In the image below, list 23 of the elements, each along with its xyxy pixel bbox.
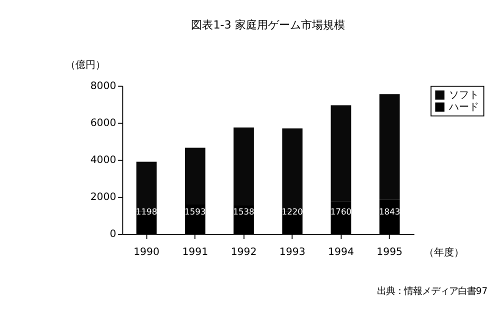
y-tick-label: 2000 [90,192,116,204]
chart-title: 図表1-3 家庭用ゲーム市場規模 [191,18,345,32]
source-note: 出典：情報メディア白書97 [376,286,488,298]
data-label: 1760 [330,206,352,217]
legend-label: ハード [448,102,480,113]
legend-label: ソフト [449,90,480,101]
x-tick-label: 1991 [182,246,208,258]
y-tick-label: 8000 [90,81,116,92]
y-axis-title: （億円） [66,58,106,71]
data-label: 1220 [282,206,303,217]
x-tick-label: 1990 [134,246,160,258]
y-tick-label: 4000 [90,155,116,166]
data-label: 1198 [136,206,158,217]
x-axis-title: （年度） [424,246,464,259]
y-tick-label: 6000 [90,118,116,130]
x-tick-label: 1992 [230,246,257,258]
x-tick-label: 1995 [376,246,403,258]
x-tick-label: 1993 [279,246,306,258]
data-label: 1843 [378,206,400,217]
data-label: 1538 [233,206,254,217]
y-tick-label: 0 [110,229,116,240]
x-tick-label: 1994 [328,246,354,258]
data-label: 1593 [184,206,206,217]
